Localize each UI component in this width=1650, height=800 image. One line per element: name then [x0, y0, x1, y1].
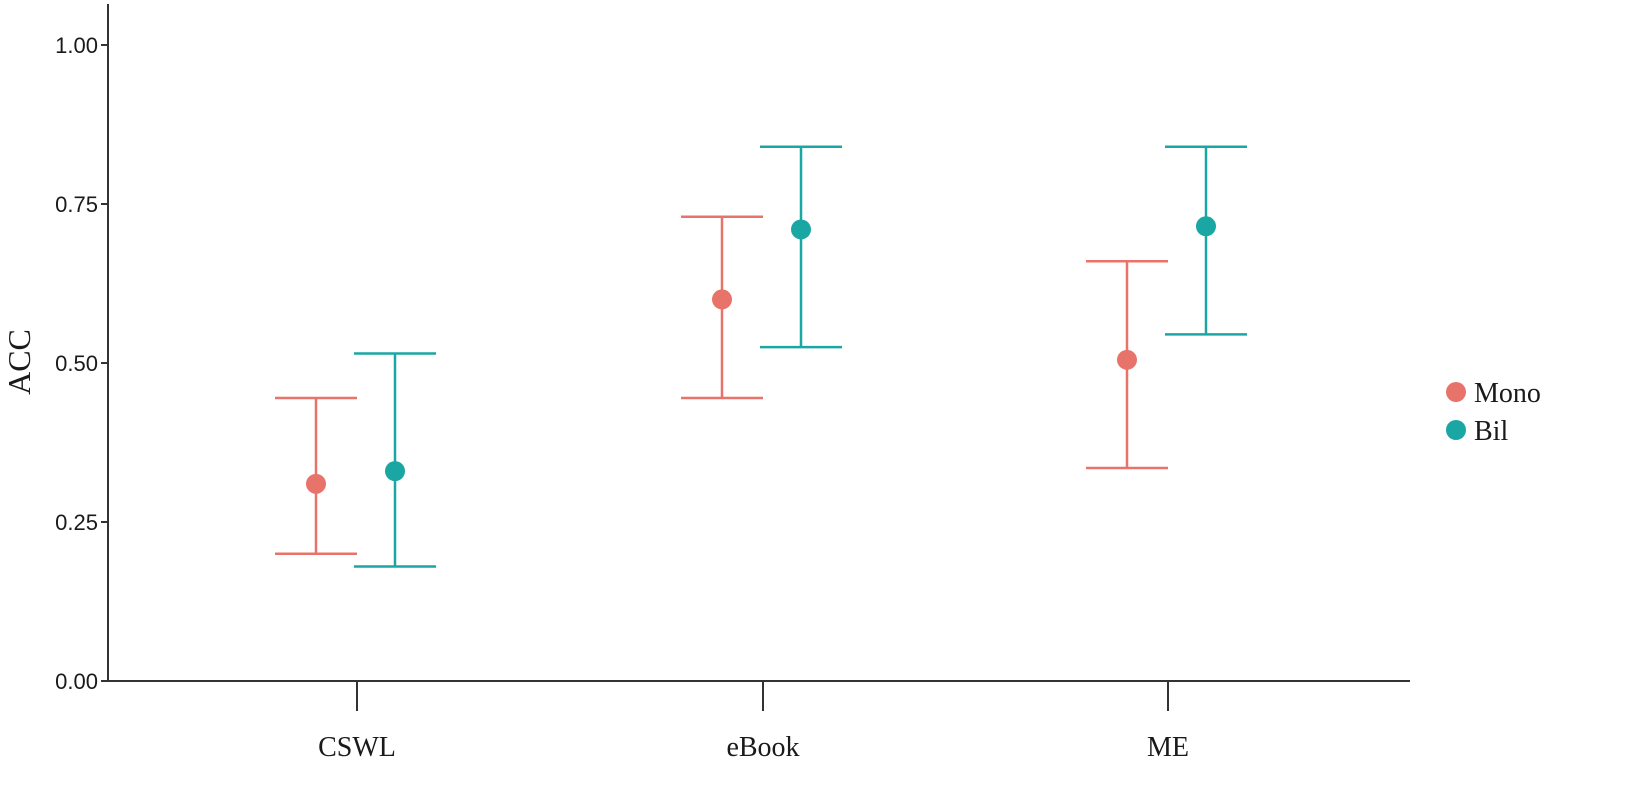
series-bil: [354, 145, 1247, 568]
legend: Mono Bil: [1446, 378, 1541, 447]
data-point: [712, 289, 732, 310]
x-tick-label: ME: [1147, 732, 1189, 763]
legend-label: Bil: [1474, 416, 1508, 447]
y-tick-label: 0.75: [55, 192, 98, 217]
legend-marker: [1446, 420, 1466, 440]
legend-marker: [1446, 382, 1466, 402]
y-ticks: 0.00 0.25 0.50 0.75 1.00: [55, 33, 108, 694]
x-tick-label: CSWL: [318, 732, 396, 763]
data-point: [385, 461, 405, 482]
x-tick-label: eBook: [726, 732, 799, 763]
y-tick-label: 0.25: [55, 510, 98, 535]
y-axis-title: ACC: [1, 329, 37, 395]
legend-label: Mono: [1474, 378, 1541, 409]
x-ticks: CSWL eBook ME: [318, 681, 1189, 763]
data-point: [306, 473, 326, 494]
series-mono: [275, 215, 1168, 556]
series-layer: [275, 145, 1247, 568]
y-tick-label: 1.00: [55, 33, 98, 58]
data-point: [1196, 216, 1216, 237]
y-tick-label: 0.50: [55, 351, 98, 376]
plot-area: 0.00 0.25 0.50 0.75 1.00 CSWL eBook ME: [55, 4, 1410, 763]
data-point: [791, 219, 811, 240]
y-tick-label: 0.00: [55, 669, 98, 694]
data-point: [1117, 349, 1137, 370]
